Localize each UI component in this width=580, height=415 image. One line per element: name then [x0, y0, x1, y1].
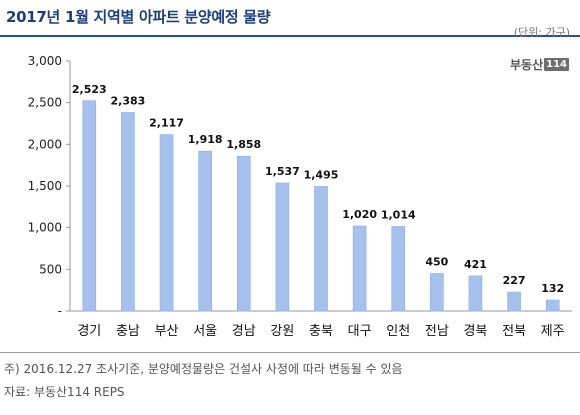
category-label: 충북 [309, 324, 333, 339]
data-label: 2,117 [149, 117, 184, 130]
data-label: 1,537 [265, 165, 300, 178]
category-label: 경기 [77, 324, 101, 339]
category-label: 부산 [155, 324, 179, 339]
data-label: 421 [464, 258, 487, 271]
bar [121, 112, 135, 312]
category-label: 제주 [541, 324, 565, 339]
data-label: 1,495 [304, 168, 339, 181]
category-label: 충남 [116, 324, 140, 339]
category-label: 경북 [464, 324, 488, 339]
bar [82, 100, 97, 312]
data-label: 450 [425, 256, 448, 269]
unit-label: (단위: 가구) [513, 26, 570, 39]
y-tick-label: 1,500 [28, 179, 62, 193]
brand-logo-number: 114 [544, 58, 569, 71]
data-label: 2,523 [72, 83, 107, 96]
data-label: 227 [503, 274, 526, 287]
y-tick-label: 1,000 [28, 221, 62, 235]
y-tick-label: 2,000 [28, 137, 62, 151]
bar [507, 291, 521, 312]
bar [430, 273, 444, 312]
bar [314, 186, 328, 312]
data-label: 1,014 [381, 209, 416, 222]
bar [391, 226, 406, 312]
category-label: 서울 [193, 324, 217, 339]
bar [198, 150, 212, 312]
y-tick-label: 3,000 [28, 54, 62, 68]
y-tick-label: 500 [39, 262, 62, 276]
bar [352, 225, 367, 312]
y-tick-label: - [58, 304, 62, 318]
data-label: 2,383 [111, 94, 146, 107]
data-label: 1,858 [226, 138, 261, 151]
category-label: 경남 [232, 324, 256, 339]
bar [468, 275, 483, 312]
category-label: 전북 [502, 324, 526, 339]
category-label: 강원 [270, 324, 294, 339]
footer-divider [0, 352, 580, 353]
category-label: 전남 [425, 324, 449, 339]
footnote: 주) 2016.12.27 조사기준, 분양예정물량은 건설사 사정에 따라 변… [4, 362, 403, 376]
title-divider [0, 35, 580, 37]
bar [275, 182, 290, 312]
data-label: 132 [541, 282, 564, 295]
data-label: 1,020 [342, 208, 377, 221]
bar [159, 134, 174, 312]
y-tick-label: 2,500 [28, 96, 62, 110]
bar [236, 155, 251, 312]
data-label: 1,918 [188, 133, 223, 146]
category-label: 인천 [386, 324, 410, 339]
bar-chart: - 500 1,000 1,500 2,000 2,500 3,000 2,523 경기 2,38… [28, 54, 572, 339]
brand-logo: 부동산 114 [510, 56, 569, 73]
source-note: 자료: 부동산114 REPS [4, 385, 125, 399]
category-label: 대구 [348, 324, 372, 339]
chart-title: 2017년 1월 지역별 아파트 분양예정 물량 [6, 8, 271, 26]
brand-logo-text: 부동산 [510, 58, 544, 72]
bar [545, 299, 560, 312]
